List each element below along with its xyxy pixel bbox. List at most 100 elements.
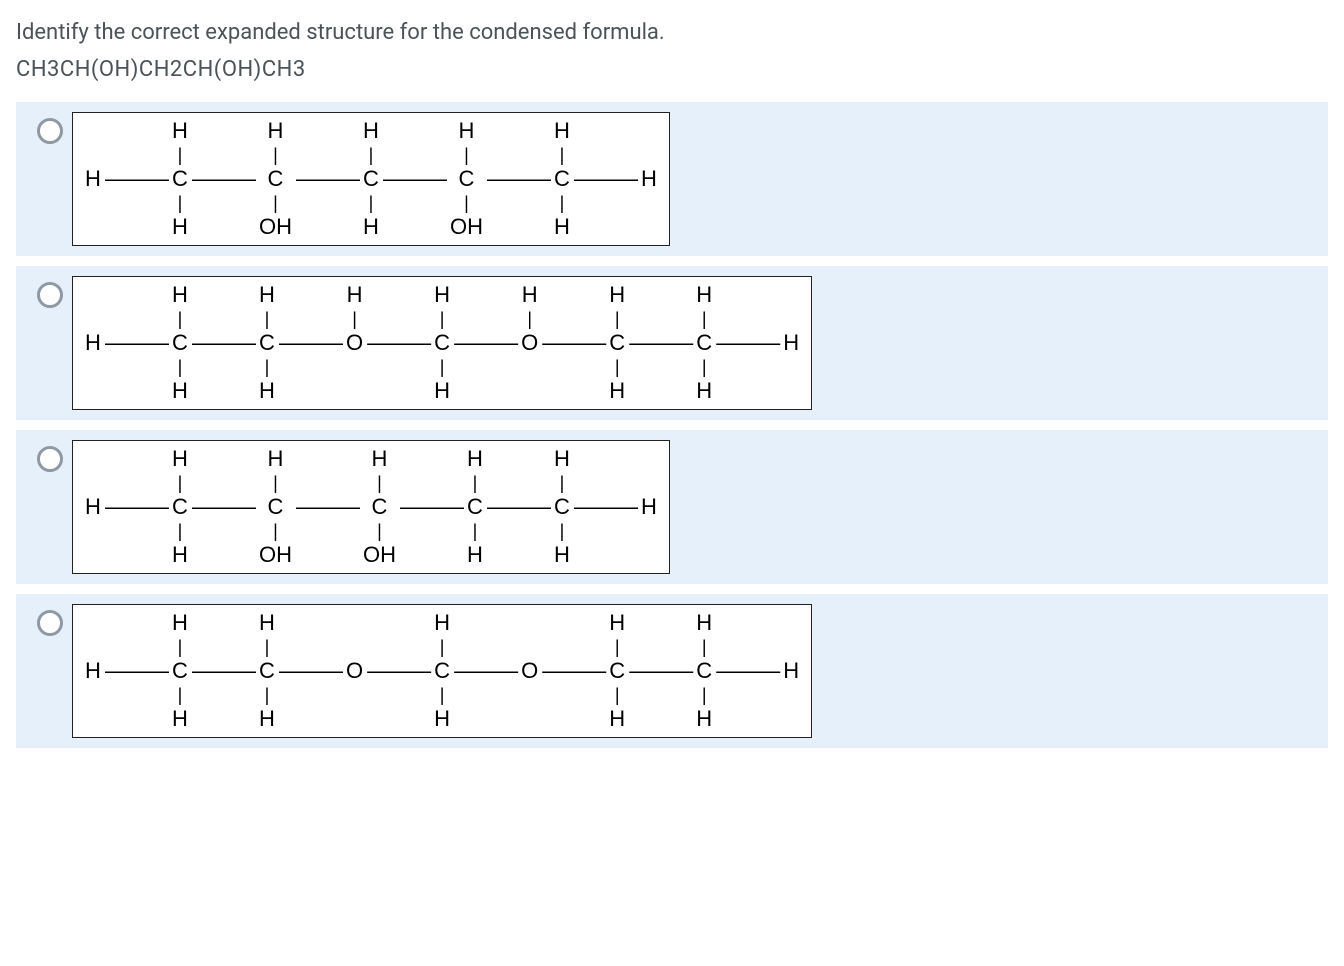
structure-cell bbox=[83, 355, 103, 379]
structure-cell: ——— bbox=[540, 659, 607, 683]
structure-cell bbox=[344, 355, 365, 379]
radio-button-4[interactable] bbox=[37, 610, 63, 636]
structure-cell bbox=[83, 283, 103, 307]
structure-cell: H bbox=[344, 283, 365, 307]
radio-button-2[interactable] bbox=[37, 282, 63, 308]
structure-cell bbox=[540, 611, 607, 635]
structure-cell: C bbox=[257, 331, 277, 355]
structure-cell: O bbox=[344, 659, 365, 683]
structure-cell: ——— bbox=[540, 331, 607, 355]
structure-cell bbox=[294, 543, 361, 567]
structure-cell bbox=[344, 379, 365, 403]
structure-cell: ——— bbox=[103, 495, 170, 519]
structure-cell: ——— bbox=[190, 331, 257, 355]
structure-cell: O bbox=[519, 331, 540, 355]
radio-wrap bbox=[28, 604, 72, 636]
structure-cell: H bbox=[639, 495, 659, 519]
structure-cell bbox=[190, 191, 257, 215]
structure-cell bbox=[627, 379, 694, 403]
structure-cell: | bbox=[552, 519, 572, 543]
option-1[interactable]: HHHHH|||||H———C———C———C———C———C———H|||||… bbox=[16, 102, 1328, 256]
structure-cell: ——— bbox=[365, 659, 432, 683]
structure-cell bbox=[103, 519, 170, 543]
structure-cell bbox=[398, 471, 465, 495]
structure-cell: ——— bbox=[572, 495, 639, 519]
structure-cell bbox=[103, 447, 170, 471]
structure-cell: H bbox=[465, 543, 485, 567]
structure-cell bbox=[365, 635, 432, 659]
structure-cell: C bbox=[465, 495, 485, 519]
structure-cell bbox=[781, 683, 801, 707]
radio-button-3[interactable] bbox=[37, 446, 63, 472]
structure-cell: | bbox=[694, 635, 714, 659]
structure-cell bbox=[365, 611, 432, 635]
structure-cell bbox=[83, 543, 103, 567]
structure-cell: | bbox=[257, 143, 294, 167]
option-2[interactable]: HHHHHHH|||||||H———C———C———O———C———O———C—… bbox=[16, 266, 1328, 420]
structure-cell bbox=[627, 635, 694, 659]
structure-cell: H bbox=[432, 283, 452, 307]
structure-cell: | bbox=[257, 635, 277, 659]
structure-cell bbox=[485, 543, 552, 567]
structure-cell bbox=[277, 307, 344, 331]
structure-cell bbox=[714, 283, 781, 307]
structure-cell bbox=[277, 683, 344, 707]
structure-cell bbox=[639, 519, 659, 543]
structure-cell: ——— bbox=[294, 495, 361, 519]
structure-cell bbox=[485, 215, 552, 239]
structure-cell bbox=[540, 635, 607, 659]
structure-cell: | bbox=[432, 355, 452, 379]
structure-cell bbox=[83, 379, 103, 403]
structure-cell: ——— bbox=[714, 331, 781, 355]
structure-cell: H bbox=[552, 447, 572, 471]
structure-cell bbox=[103, 379, 170, 403]
structure-cell bbox=[103, 635, 170, 659]
structure-cell bbox=[627, 307, 694, 331]
radio-button-1[interactable] bbox=[37, 118, 63, 144]
radio-wrap bbox=[28, 440, 72, 472]
structure-cell: H bbox=[257, 447, 294, 471]
structure-cell bbox=[381, 143, 448, 167]
structure-cell: ——— bbox=[190, 167, 257, 191]
structure-cell: | bbox=[448, 143, 485, 167]
structure-cell bbox=[190, 611, 257, 635]
structure-cell bbox=[294, 191, 361, 215]
structure-cell bbox=[572, 471, 639, 495]
option-4[interactable]: HHHHH|||||H———C———C———O———C———O———C———C—… bbox=[16, 594, 1328, 748]
structure-cell: H bbox=[607, 707, 627, 731]
structure-cell: C bbox=[694, 659, 714, 683]
structure-cell: ——— bbox=[452, 331, 519, 355]
structure-cell bbox=[398, 519, 465, 543]
structure-cell: ——— bbox=[452, 659, 519, 683]
structure-cell bbox=[190, 307, 257, 331]
structure-cell: | bbox=[552, 191, 572, 215]
structure-cell: C bbox=[170, 331, 190, 355]
structure-cell bbox=[714, 355, 781, 379]
structure-cell: | bbox=[694, 683, 714, 707]
structure-cell: ——— bbox=[714, 659, 781, 683]
structure-cell bbox=[781, 635, 801, 659]
option-3[interactable]: HHHHH|||||H———C———C———C———C———C———H|||||… bbox=[16, 430, 1328, 584]
structure-cell: | bbox=[465, 471, 485, 495]
structure-cell: | bbox=[257, 471, 294, 495]
condensed-formula: CH3CH(OH)CH2CH(OH)CH3 bbox=[16, 57, 1328, 82]
structure-cell bbox=[627, 611, 694, 635]
structure-box-2: HHHHHHH|||||||H———C———C———O———C———O———C—… bbox=[72, 276, 812, 410]
structure-cell bbox=[452, 611, 519, 635]
structure-cell bbox=[485, 143, 552, 167]
structure-cell: | bbox=[361, 471, 398, 495]
structure-cell bbox=[540, 307, 607, 331]
structure-cell: H bbox=[607, 611, 627, 635]
structure-cell bbox=[639, 543, 659, 567]
structure-cell bbox=[190, 215, 257, 239]
structure-cell: C bbox=[432, 331, 452, 355]
structure-cell bbox=[365, 283, 432, 307]
structure-cell bbox=[381, 119, 448, 143]
structure-cell bbox=[714, 307, 781, 331]
structure-cell bbox=[83, 215, 103, 239]
structure-cell bbox=[781, 379, 801, 403]
structure-cell bbox=[83, 683, 103, 707]
structure-cell bbox=[781, 355, 801, 379]
structure-cell: C bbox=[257, 167, 294, 191]
structure-cell: C bbox=[448, 167, 485, 191]
